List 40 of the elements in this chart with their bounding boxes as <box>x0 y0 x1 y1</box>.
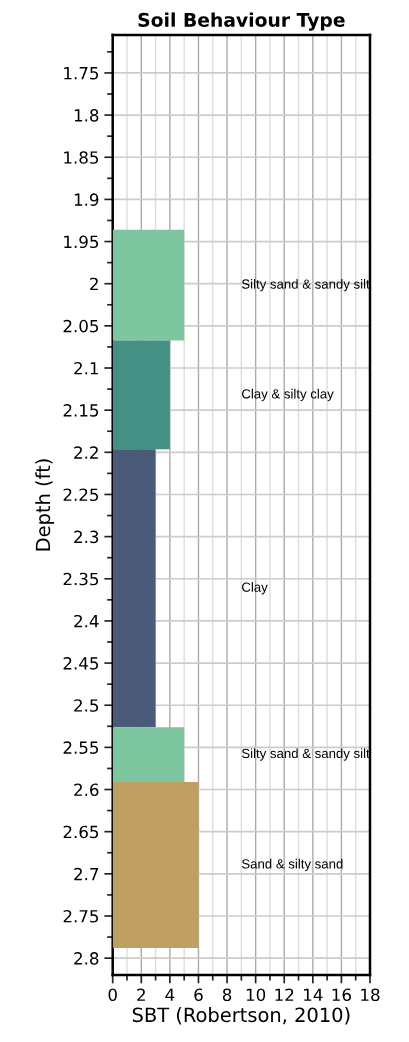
y-tick-label: 2 <box>90 277 98 291</box>
y-tick-label: 2.4 <box>74 614 99 628</box>
y-tick-label: 1.75 <box>64 67 99 80</box>
x-tick-label: 0 <box>108 988 117 1002</box>
y-tick-label: 2.5 <box>74 699 99 712</box>
text: Silty sand & sandy silt <box>241 748 370 761</box>
x-axis-title: SBT (Robertson, 2010) <box>132 1007 350 1025</box>
y-tick-label: 1.85 <box>64 151 99 164</box>
y-axis-title: Depth (ft) <box>35 459 55 551</box>
y-tick-label: 2.35 <box>63 572 99 586</box>
x-tick-label: 12 <box>275 988 294 1001</box>
text: Sand & silty sand <box>241 858 343 872</box>
x-tick-label: 14 <box>304 988 323 1001</box>
y-tick-label: 2.2 <box>74 446 98 459</box>
y-tick-label: 2.05 <box>63 319 99 333</box>
y-tick-label: 2.65 <box>63 825 99 839</box>
chart-title: Soil Behaviour Type <box>138 12 345 31</box>
y-tick-label: 2.15 <box>63 404 99 417</box>
text: Silty sand & sandy silt <box>241 279 370 292</box>
y-tick-label: 1.95 <box>64 235 99 249</box>
y-tick-label: 2.45 <box>63 657 99 670</box>
y-tick-label: 1.8 <box>74 109 99 122</box>
text: Clay <box>242 582 268 595</box>
y-tick-label: 2.7 <box>74 867 99 881</box>
y-tick-label: 2.8 <box>74 952 99 965</box>
y-tick-label: 1.9 <box>74 193 99 206</box>
x-tick-label: 16 <box>332 988 351 1002</box>
x-tick-label: 4 <box>165 988 175 1001</box>
text: Clay & silty clay <box>242 388 334 402</box>
x-tick-label: 6 <box>194 988 203 1002</box>
x-tick-label: 2 <box>137 988 145 1001</box>
x-tick-label: 18 <box>361 988 380 1002</box>
y-tick-label: 2.1 <box>74 361 98 375</box>
x-tick-label: 8 <box>222 988 232 1002</box>
y-tick-label: 2.55 <box>63 741 99 754</box>
x-tick-label: 10 <box>246 988 266 1002</box>
y-tick-label: 2.6 <box>74 783 99 797</box>
y-tick-label: 2.75 <box>63 909 99 923</box>
y-tick-label: 2.3 <box>74 530 99 544</box>
y-tick-label: 2.25 <box>63 488 99 502</box>
